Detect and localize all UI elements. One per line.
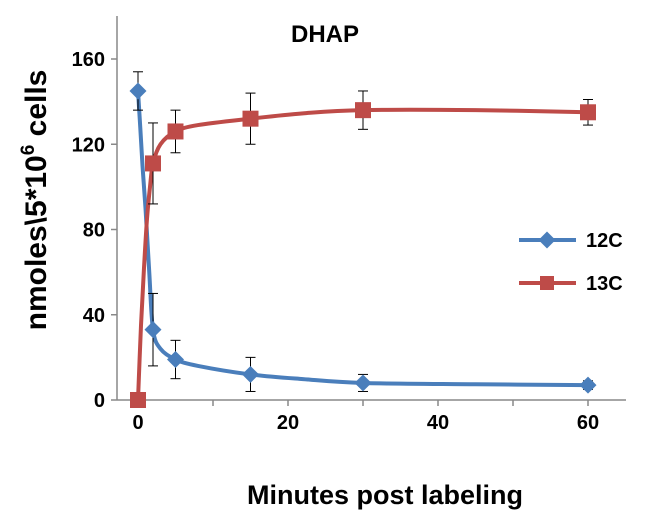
legend: 12C 13C	[519, 230, 623, 295]
x-tick-label: 0	[132, 412, 143, 434]
legend-item-13c: 13C	[519, 273, 623, 295]
legend-marker-square-icon	[540, 276, 554, 290]
chart-title: DHAP	[291, 21, 359, 48]
x-tick-label: 40	[427, 412, 449, 434]
x-tick-label: 20	[277, 412, 299, 434]
error-bars	[133, 71, 593, 392]
legend-marker-diamond-icon	[538, 231, 556, 249]
tick-labels: 0 40 80 120 160 0 20 40 60	[72, 49, 600, 434]
data-point-13c	[167, 123, 184, 140]
data-point-12c	[579, 376, 597, 394]
y-axis-label: nmoles\5*106 cells	[18, 70, 53, 331]
data-point-13c	[145, 155, 161, 172]
data-point-12c	[242, 365, 259, 383]
data-point-13c	[580, 104, 596, 121]
data-point-12c	[354, 374, 372, 392]
series-curves	[136, 90, 589, 401]
legend-label-12c: 12C	[586, 230, 623, 252]
data-point-13c	[242, 110, 259, 127]
y-tick-label: 40	[83, 305, 105, 327]
series-markers	[129, 82, 597, 408]
series-line-13c	[136, 107, 589, 401]
data-point-12c	[144, 321, 162, 339]
y-axis-label-superscript: 6	[18, 145, 39, 156]
y-axis-label-tail: cells	[20, 70, 53, 145]
data-point-12c	[129, 82, 147, 100]
data-point-12c	[167, 351, 184, 368]
data-point-13c	[355, 102, 371, 119]
y-tick-label: 0	[94, 390, 105, 412]
y-tick-label: 120	[72, 134, 105, 156]
legend-label-13c: 13C	[586, 273, 623, 295]
x-tick-label: 60	[577, 412, 599, 434]
legend-item-12c: 12C	[519, 230, 623, 252]
x-axis-label: Minutes post labeling	[247, 480, 523, 510]
y-tick-label: 80	[83, 220, 105, 242]
axes	[111, 16, 626, 406]
data-point-13c	[130, 392, 146, 408]
y-tick-label: 160	[72, 49, 105, 71]
y-axis-label-main: nmoles\5*10	[20, 155, 53, 330]
